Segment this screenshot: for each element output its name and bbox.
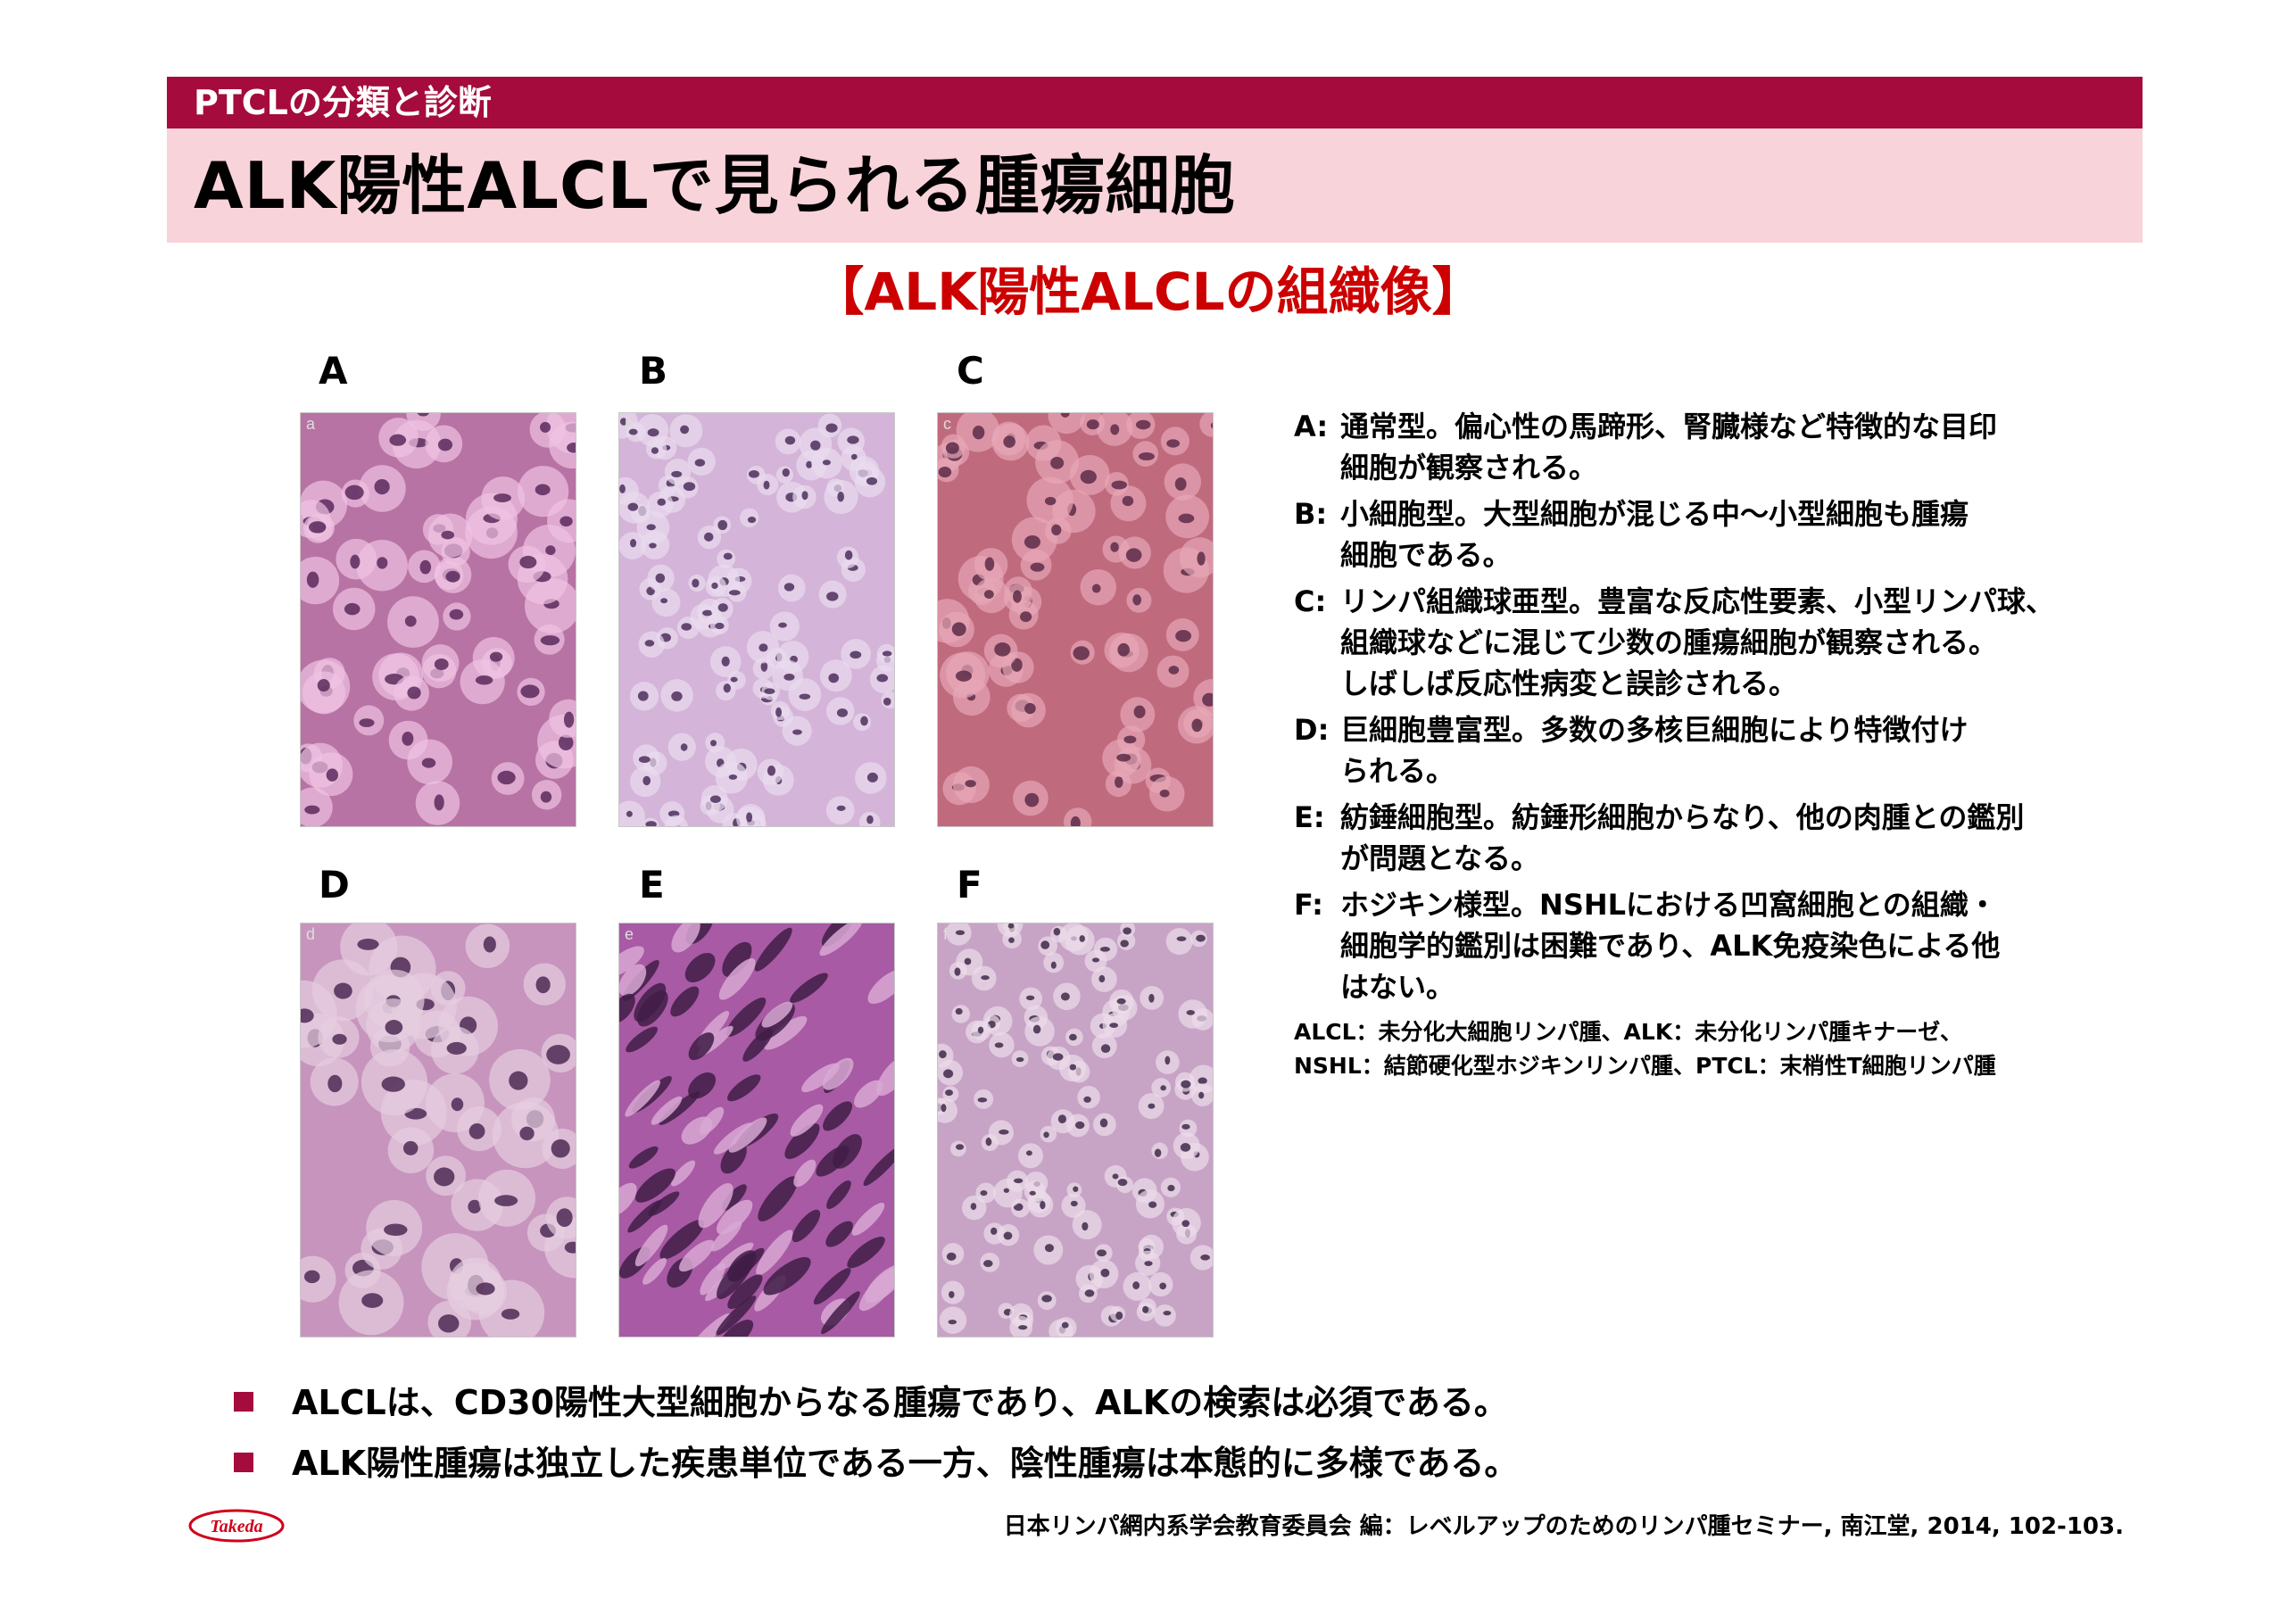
description-f: F: ホジキン様型。NSHLにおける凹窩細胞との組織・ 細胞学的鑑別は困難であり、… <box>1294 884 2097 1007</box>
abbreviation-line: NSHL：結節硬化型ホジキンリンパ腫、PTCL：末梢性T細胞リンパ腫 <box>1294 1053 1996 1079</box>
description-b: B: 小細胞型。大型細胞が混じる中～小型細胞も腫瘍 細胞である。 <box>1294 493 2097 576</box>
micrograph-d: d <box>300 923 576 1337</box>
description-line: はない。 <box>1340 970 1455 1004</box>
description-line: 通常型。偏心性の馬蹄形、腎臓様など特徴的な目印 <box>1340 410 1998 443</box>
description-e: E: 紡錘細胞型。紡錘形細胞からなり、他の肉腫との鑑別 が問題となる。 <box>1294 797 2097 879</box>
description-c: C: リンパ組織球亜型。豊富な反応性要素、小型リンパ球、 組織球などに混じて少数の… <box>1294 581 2097 704</box>
logo-wordmark: Takeda <box>210 1517 262 1536</box>
key-points: ALCLは、CD30陽性大型細胞からなる腫瘍であり、ALKの検索は必須である。 … <box>234 1372 1929 1494</box>
description-line: 細胞が観察される。 <box>1340 451 1598 484</box>
subtype-descriptions: A: 通常型。偏心性の馬蹄形、腎臓様など特徴的な目印 細胞が観察される。 B: 小細… <box>1294 406 2097 1013</box>
citation: 日本リンパ網内系学会教育委員会 編：レベルアップのためのリンパ腫セミナー, 南江… <box>1003 1513 2124 1540</box>
description-line: られる。 <box>1340 754 1455 788</box>
takeda-logo: Takeda <box>188 1509 285 1543</box>
bullet-square-icon <box>234 1453 253 1472</box>
description-a: A: 通常型。偏心性の馬蹄形、腎臓様など特徴的な目印 細胞が観察される。 <box>1294 406 2097 488</box>
micrograph-a-corner-label: a <box>306 415 316 433</box>
title-band: ALK陽性ALCLで見られる腫瘍細胞 <box>167 128 2143 243</box>
description-line: しばしば反応性病変と誤診される。 <box>1340 667 1798 700</box>
description-line: 巨細胞豊富型。多数の多核巨細胞により特徴付け <box>1340 713 1969 747</box>
description-d: D: 巨細胞豊富型。多数の多核巨細胞により特徴付け られる。 <box>1294 709 2097 791</box>
bullet-text: ALK陽性腫瘍は独立した疾患単位である一方、陰性腫瘍は本態的に多様である。 <box>292 1444 1519 1483</box>
micrograph-b-image <box>619 413 894 826</box>
description-key: A: <box>1294 410 1329 443</box>
abbreviation-line: ALCL：未分化大細胞リンパ腫、ALK：未分化リンパ腫キナーゼ、 <box>1294 1019 1962 1045</box>
micrograph-a-image <box>301 413 576 826</box>
section-header-label: PTCLの分類と診断 <box>194 83 492 122</box>
bullet-text: ALCLは、CD30陽性大型細胞からなる腫瘍であり、ALKの検索は必須である。 <box>292 1383 1508 1422</box>
description-key: F: <box>1294 888 1323 922</box>
description-line: 紡錘細胞型。紡錘形細胞からなり、他の肉腫との鑑別 <box>1340 800 2025 834</box>
micrograph-f-corner-label: f <box>943 925 949 943</box>
micrograph-d-corner-label: d <box>306 925 316 943</box>
description-line: リンパ組織球亜型。豊富な反応性要素、小型リンパ球、 <box>1340 584 2055 618</box>
bullet-item: ALCLは、CD30陽性大型細胞からなる腫瘍であり、ALKの検索は必須である。 <box>234 1372 1929 1433</box>
micrograph-f-image <box>938 923 1213 1337</box>
panel-label-e: E <box>639 863 665 907</box>
micrograph-f: f <box>937 923 1214 1337</box>
micrograph-b: b <box>618 412 895 827</box>
micrograph-c-image <box>938 413 1213 826</box>
bullet-square-icon <box>234 1392 253 1412</box>
description-key: E: <box>1294 800 1325 834</box>
panel-label-c: C <box>957 349 984 393</box>
panel-label-a: A <box>319 349 348 393</box>
description-line: 組織球などに混じて少数の腫瘍細胞が観察される。 <box>1340 625 1998 659</box>
description-key: B: <box>1294 497 1328 531</box>
description-line: が問題となる。 <box>1340 841 1540 875</box>
description-line: ホジキン様型。NSHLにおける凹窩細胞との組織・ <box>1340 888 1997 922</box>
section-header-bar: PTCLの分類と診断 <box>167 77 2143 128</box>
figure-subtitle: 【ALK陽性ALCLの組織像】 <box>812 261 1484 322</box>
micrograph-c-corner-label: c <box>943 415 951 433</box>
panel-label-f: F <box>957 863 982 907</box>
micrograph-e-image <box>619 923 894 1337</box>
description-key: D: <box>1294 713 1330 747</box>
micrograph-b-corner-label: b <box>625 415 634 433</box>
panel-label-d: D <box>319 863 350 907</box>
description-line: 小細胞型。大型細胞が混じる中～小型細胞も腫瘍 <box>1340 497 1969 531</box>
panel-label-b: B <box>639 349 668 393</box>
description-line: 細胞学的鑑別は困難であり、ALK免疫染色による他 <box>1340 929 2001 963</box>
abbreviation-notes: ALCL：未分化大細胞リンパ腫、ALK：未分化リンパ腫キナーゼ、 NSHL：結節… <box>1294 1015 2097 1083</box>
micrograph-c: c <box>937 412 1214 827</box>
slide-title: ALK陽性ALCLで見られる腫瘍細胞 <box>194 148 1236 223</box>
micrograph-d-image <box>301 923 576 1337</box>
micrograph-a: a <box>300 412 576 827</box>
description-key: C: <box>1294 584 1327 618</box>
description-line: 細胞である。 <box>1340 538 1512 572</box>
micrograph-e-corner-label: e <box>625 925 634 943</box>
bullet-item: ALK陽性腫瘍は独立した疾患単位である一方、陰性腫瘍は本態的に多様である。 <box>234 1433 1929 1494</box>
micrograph-e: e <box>618 923 895 1337</box>
